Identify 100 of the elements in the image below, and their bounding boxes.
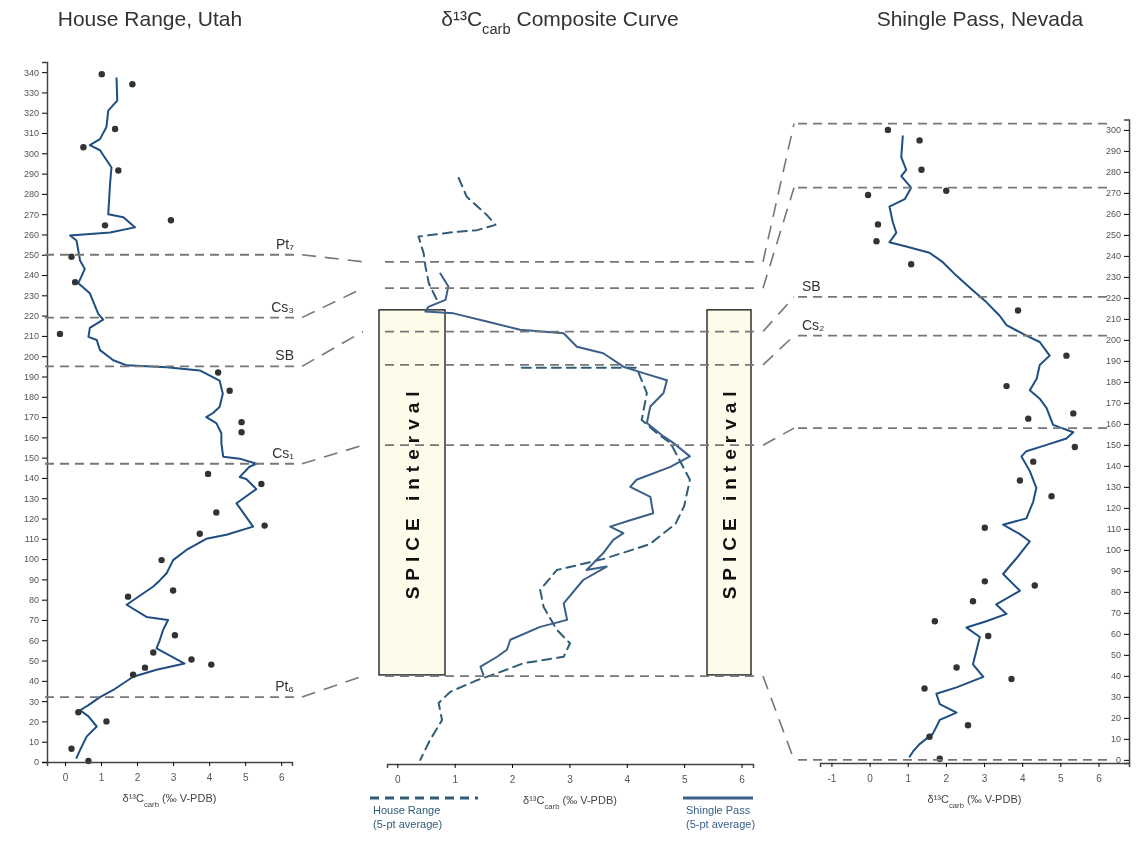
y-tick-label: 270 xyxy=(23,209,39,220)
y2-tick-label: 140 xyxy=(1105,461,1121,472)
y2-tick-label: 300 xyxy=(1105,125,1121,136)
y2-tick-label: 60 xyxy=(1110,629,1121,640)
point xyxy=(1014,307,1022,314)
text: Shingle Pass (5-pt average) xyxy=(686,804,756,830)
y2-tick-label: 270 xyxy=(1105,188,1121,199)
point xyxy=(56,330,64,338)
y2-tick-label: 70 xyxy=(1110,608,1121,619)
y-tick-label: 300 xyxy=(23,148,39,159)
x-tick-label: 5 xyxy=(1058,773,1065,784)
point xyxy=(916,137,923,144)
point xyxy=(884,126,892,134)
y2-tick-label: 160 xyxy=(1105,419,1121,430)
point xyxy=(864,191,872,199)
y-tick-label: 330 xyxy=(23,87,39,98)
point xyxy=(261,522,268,529)
point xyxy=(111,125,119,133)
y-tick-label: 260 xyxy=(23,229,39,240)
point xyxy=(226,387,233,394)
y-tick-label: 180 xyxy=(23,392,39,403)
y2-tick-label: 10 xyxy=(1110,734,1121,745)
y-tick-label: 10 xyxy=(28,737,39,748)
point xyxy=(98,70,105,78)
chart-title: House Range, Utah xyxy=(57,7,243,30)
y2-tick-label: 200 xyxy=(1105,335,1121,346)
y-tick-label: 20 xyxy=(28,716,39,727)
y2-tick-label: 110 xyxy=(1106,524,1121,535)
y-tick-label: 140 xyxy=(23,473,39,484)
band-label: SPICE interval xyxy=(402,385,423,600)
point xyxy=(103,718,110,725)
line-series xyxy=(888,135,1075,758)
y-tick-label: 200 xyxy=(23,351,39,362)
y-tick-label: 120 xyxy=(23,513,39,524)
x-tick-label: 5 xyxy=(242,772,249,783)
y-tick-label: 50 xyxy=(28,655,39,666)
point xyxy=(188,656,195,663)
point xyxy=(1003,382,1010,390)
point xyxy=(115,167,122,174)
x-tick-label: 2 xyxy=(134,772,141,783)
y-tick-label: 60 xyxy=(28,635,39,646)
ref-line-label: Pt₇ xyxy=(275,235,295,252)
y-tick-label: 80 xyxy=(28,595,39,606)
y-tick-label: 170 xyxy=(23,412,39,423)
point xyxy=(981,524,988,532)
point xyxy=(238,418,245,426)
point xyxy=(1031,582,1038,589)
point xyxy=(953,664,960,671)
point xyxy=(238,429,245,436)
point xyxy=(214,369,222,376)
ref-line-label: SB xyxy=(802,277,821,294)
x-tick-label: 0 xyxy=(62,772,69,783)
y-tick-label: 290 xyxy=(23,168,39,179)
y-tick-label: 40 xyxy=(28,676,39,687)
y-tick-label: 30 xyxy=(28,696,39,707)
point xyxy=(921,685,928,692)
y2-tick-label: 30 xyxy=(1110,692,1121,703)
point xyxy=(101,222,109,229)
y2-tick-label: 240 xyxy=(1105,251,1121,262)
text: House Range (5-pt average) xyxy=(373,804,443,830)
point xyxy=(196,530,203,537)
y2-tick-label: 220 xyxy=(1105,293,1121,304)
point xyxy=(171,631,179,639)
ref-line-label: Cs₃ xyxy=(271,298,294,315)
y-tick-label: 240 xyxy=(23,270,39,281)
y2-tick-label: 90 xyxy=(1110,566,1121,577)
point xyxy=(1016,477,1024,484)
y-tick-label: 150 xyxy=(23,453,39,464)
y-tick-label: 220 xyxy=(23,311,39,321)
x-tick-label: 6 xyxy=(278,772,285,783)
point xyxy=(1008,675,1015,683)
x-tick-label: 4 xyxy=(206,772,213,783)
x-tick-label: 1 xyxy=(98,772,105,783)
y-tick-label: 0 xyxy=(33,757,39,768)
point xyxy=(907,261,915,268)
y-tick-label: 320 xyxy=(23,108,39,119)
x-axis-title: δ¹³C$_{carb}$ (‰ V-PDB) xyxy=(122,792,217,809)
ref-line-label: Cs₁ xyxy=(272,444,295,461)
point xyxy=(1063,352,1070,359)
x-tick-label: 2 xyxy=(943,773,950,784)
point xyxy=(918,166,925,173)
x-tick-label: 4 xyxy=(624,774,631,785)
point xyxy=(141,664,149,671)
ref-line-label: Pt₆ xyxy=(275,678,294,695)
x-tick-label: 0 xyxy=(395,774,402,785)
point xyxy=(167,217,175,224)
point xyxy=(129,671,137,678)
y2-tick-label: 40 xyxy=(1110,671,1121,682)
x-tick-label: 2 xyxy=(509,774,516,785)
y2-tick-label: 100 xyxy=(1105,545,1121,556)
y-tick-label: 250 xyxy=(23,250,39,261)
point xyxy=(85,757,92,765)
y-tick-label: 190 xyxy=(23,371,39,382)
x-tick-label: 1 xyxy=(452,774,459,785)
y-tick-label: 70 xyxy=(28,615,39,626)
y-tick-label: 340 xyxy=(23,67,39,78)
point xyxy=(874,221,882,228)
point xyxy=(981,578,988,585)
y2-tick-label: 170 xyxy=(1105,398,1121,409)
x-tick-label: 3 xyxy=(981,773,988,784)
